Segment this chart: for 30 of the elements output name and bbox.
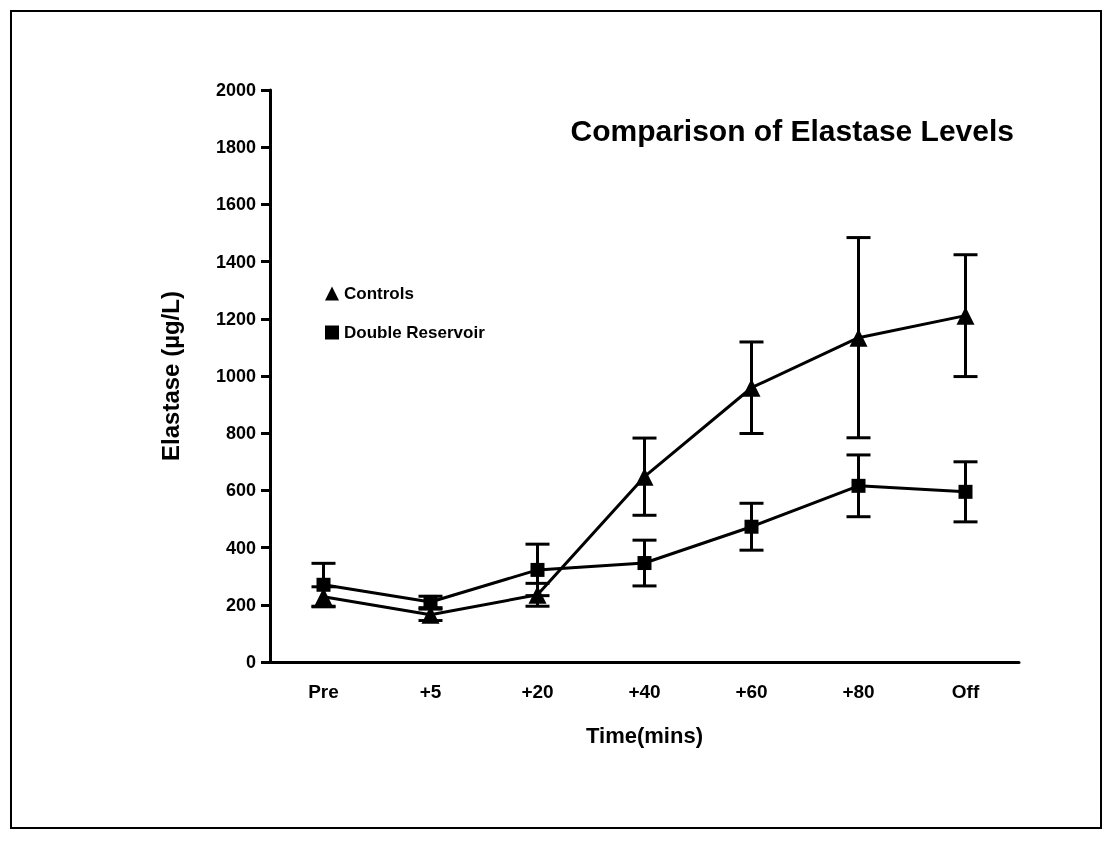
y-tick-label: 600	[225, 480, 256, 501]
y-tick-label: 1200	[215, 308, 256, 329]
text: Comparison of Elastase Levels	[570, 113, 1014, 147]
y-axis-title: Elastase (µg/L)	[156, 291, 184, 461]
point	[637, 556, 652, 571]
point	[744, 519, 759, 534]
y-tick-label: 800	[225, 423, 256, 444]
point	[851, 478, 866, 493]
legend-label: Double Reservoir	[344, 323, 486, 342]
y-tick-label: 1400	[215, 251, 256, 272]
point	[316, 577, 331, 592]
y-tick-label: 2000	[215, 80, 256, 100]
x-tick-label: Off	[951, 681, 980, 702]
x-tick-label: Pre	[308, 681, 339, 702]
x-tick-label: +80	[842, 681, 875, 702]
y-tick-label: 1600	[215, 194, 256, 215]
point	[530, 562, 545, 577]
y-tick-label: 0	[245, 652, 256, 672]
x-tick-label: +60	[735, 681, 768, 702]
y-tick-label: 400	[225, 537, 256, 558]
point	[423, 594, 438, 609]
legend-label: Controls	[344, 284, 414, 303]
x-tick-label: +5	[419, 681, 442, 702]
y-tick-label: 1000	[215, 366, 256, 386]
x-tick-label: +40	[628, 681, 661, 702]
y-tick-label: 200	[225, 594, 256, 615]
y-tick-label: 1800	[215, 137, 256, 158]
point	[958, 484, 973, 499]
x-axis-title: Time(mins)	[586, 722, 703, 748]
x-tick-label: +20	[521, 681, 554, 702]
